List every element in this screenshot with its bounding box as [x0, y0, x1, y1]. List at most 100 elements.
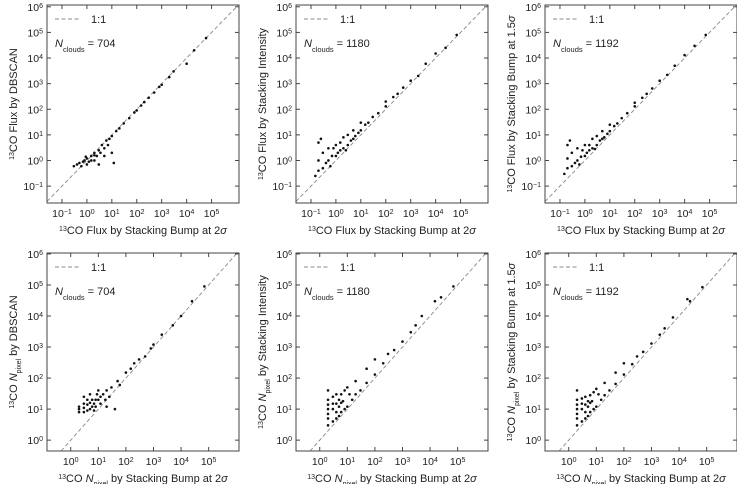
data-point	[326, 412, 330, 416]
data-point	[622, 373, 626, 376]
tick-base: 10	[276, 373, 288, 385]
data-point	[86, 403, 89, 406]
data-point	[82, 395, 86, 399]
data-point	[601, 137, 604, 141]
tick-exponent: 4	[288, 312, 292, 319]
tick-exponent: 0	[75, 457, 79, 464]
x-tick-label: 105	[450, 456, 466, 468]
x-tick-label: 103	[146, 456, 162, 468]
n-value: = 1192	[586, 38, 619, 50]
data-point	[324, 161, 328, 165]
data-point	[89, 159, 93, 162]
data-point	[704, 33, 708, 37]
tick-base: 10	[340, 456, 352, 468]
data-point	[633, 101, 637, 105]
tick-base: 10	[154, 208, 166, 220]
y-axis-label-part: CO	[506, 414, 518, 434]
one-to-one-line	[60, 253, 238, 451]
tick-exponent: 0	[537, 436, 541, 443]
y-tick-label: 105	[27, 280, 43, 292]
x-axis-label-part: σ	[718, 225, 725, 237]
data-point	[444, 46, 447, 50]
n-subscript: clouds	[312, 45, 334, 54]
tick-base: 10	[276, 435, 288, 447]
data-point	[142, 100, 146, 104]
data-point	[409, 330, 413, 334]
tick-base: 10	[627, 208, 639, 220]
y-tick-label: 10−1	[521, 181, 541, 193]
data-point	[143, 355, 147, 358]
data-point	[90, 405, 94, 408]
x-tick-label: 104	[671, 456, 687, 468]
tick-exponent: 6	[288, 2, 292, 9]
tick-exponent: 5	[462, 457, 466, 464]
data-point	[591, 137, 594, 141]
data-point	[92, 409, 96, 412]
data-point	[203, 285, 206, 288]
data-point	[575, 424, 579, 427]
data-point	[86, 409, 89, 412]
tick-exponent: 4	[288, 54, 292, 61]
y-tick-label: 105	[525, 27, 541, 39]
y-tick-label: 102	[27, 104, 43, 116]
tick-base: 10	[671, 456, 683, 468]
x-axis-label: 13CO Npixel by Stacking Bump at 2σ	[58, 473, 228, 484]
tick-base: 10	[118, 456, 130, 468]
data-point	[622, 361, 626, 365]
tick-base: 10	[577, 208, 589, 220]
data-point	[82, 406, 86, 410]
x-axis-label-part: 13	[58, 474, 66, 481]
x-tick-label: 105	[699, 456, 715, 468]
tick-exponent: 5	[537, 280, 541, 287]
data-point	[105, 405, 108, 408]
tick-exponent: 1	[537, 405, 541, 412]
y-axis-label-part: pixel	[265, 379, 272, 394]
tick-base: 10	[677, 208, 689, 220]
data-point	[81, 160, 85, 163]
n-clouds-annotation: Nclouds = 704	[55, 38, 115, 54]
data-point	[77, 407, 81, 411]
n-subscript: clouds	[63, 293, 85, 302]
tick-exponent: 1	[351, 457, 355, 464]
tick-exponent: 5	[711, 457, 715, 464]
y-axis-label-part: pixel	[514, 391, 521, 406]
tick-base: 10	[91, 456, 103, 468]
axes-frame	[544, 252, 737, 452]
data-point	[101, 392, 105, 396]
data-point	[365, 381, 368, 385]
data-point	[112, 161, 116, 165]
data-point	[190, 299, 194, 303]
tick-exponent: 5	[213, 457, 217, 464]
data-point	[139, 104, 143, 107]
tick-base: 10	[525, 280, 537, 292]
tick-base: 10	[428, 208, 440, 220]
n-value: = 704	[88, 38, 116, 50]
data-point	[391, 95, 395, 99]
data-point	[452, 285, 455, 288]
data-point	[78, 161, 81, 165]
tick-exponent: 2	[141, 209, 145, 216]
data-point	[103, 154, 106, 158]
tick-exponent: 2	[537, 105, 541, 112]
data-point	[326, 417, 330, 420]
data-point	[330, 154, 334, 158]
y-tick-label: 105	[276, 27, 292, 39]
data-point	[135, 109, 139, 112]
data-point	[357, 131, 360, 135]
tick-exponent: 5	[288, 280, 292, 287]
y-axis-label-part: 13	[507, 433, 514, 441]
x-axis-label-part: 13	[59, 226, 67, 233]
tick-base: 10	[276, 2, 288, 14]
data-point	[568, 139, 572, 142]
data-point	[570, 151, 574, 155]
data-point	[343, 407, 346, 411]
one-to-one-line	[296, 5, 488, 202]
one-to-one-line	[47, 5, 239, 202]
tick-base: 10	[146, 456, 158, 468]
data-point	[606, 132, 609, 136]
x-axis-label-part: CO	[315, 473, 335, 484]
y-tick-label: 101	[27, 404, 43, 416]
data-point	[341, 399, 345, 403]
y-axis-label-part: 13	[258, 421, 265, 429]
scatter-points	[575, 285, 704, 427]
